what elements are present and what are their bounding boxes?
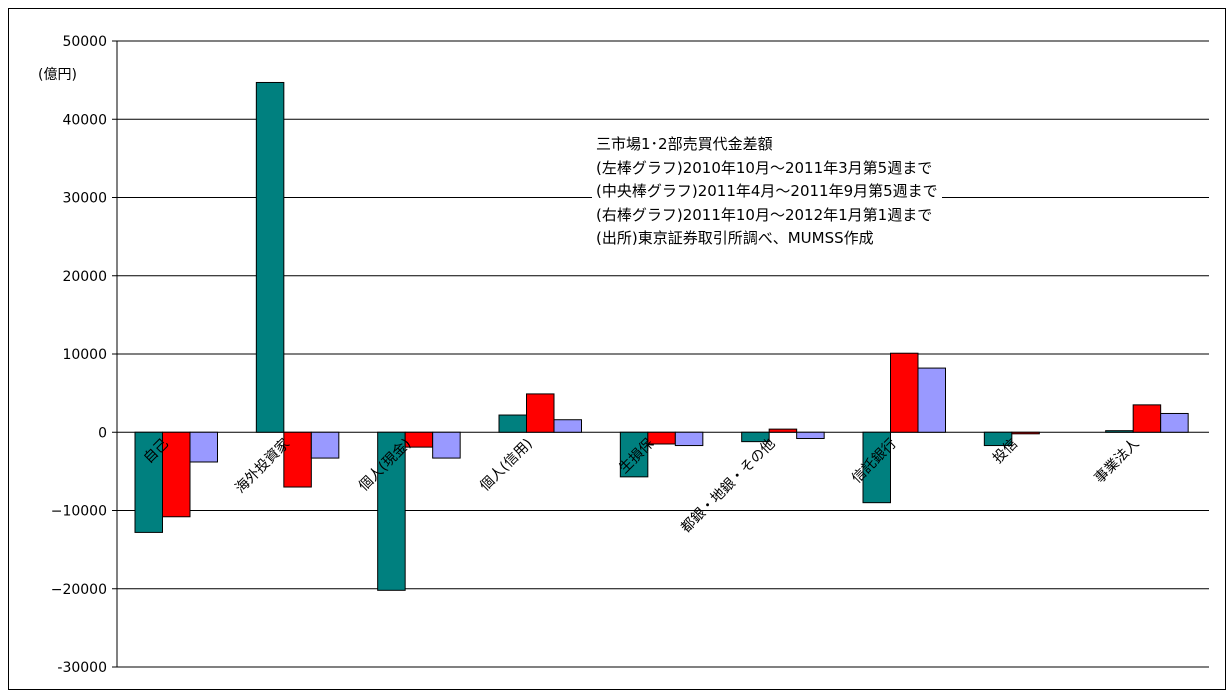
category-label: 事業法人 bbox=[1092, 436, 1143, 487]
bar bbox=[1011, 431, 1040, 435]
chart-annotation: 三市場1･2部売買代金差額 (左棒グラフ)2010年10月～2011年3月第5週… bbox=[592, 133, 942, 251]
y-tick-label: 30000 bbox=[62, 191, 107, 207]
annotation-line: (右棒グラフ)2011年10月～2012年1月第1週まで bbox=[596, 205, 933, 224]
bar bbox=[377, 431, 406, 591]
y-tick-label: 10000 bbox=[62, 347, 107, 363]
y-tick-label: 20000 bbox=[62, 269, 107, 285]
bar bbox=[619, 431, 649, 478]
bar bbox=[553, 419, 582, 433]
y-tick-label: -30000 bbox=[57, 660, 107, 676]
y-unit-label: (億円) bbox=[38, 67, 77, 83]
y-tick-label: 50000 bbox=[62, 34, 107, 50]
bar bbox=[310, 431, 340, 459]
annotation-line: (中央棒グラフ)2011年4月～2011年9月第5週まで bbox=[596, 182, 938, 200]
bar bbox=[189, 431, 218, 463]
category-label: 個人(信用) bbox=[477, 436, 536, 495]
annotation-line: (出所)東京証券取引所調べ、MUMSS作成 bbox=[596, 229, 874, 247]
bar bbox=[162, 431, 191, 518]
bar bbox=[917, 367, 946, 433]
bar bbox=[796, 431, 825, 440]
bar bbox=[674, 431, 704, 447]
bar bbox=[283, 431, 312, 488]
bar bbox=[862, 431, 891, 504]
bar bbox=[432, 431, 461, 459]
bar bbox=[1132, 404, 1162, 433]
y-tick-label: −10000 bbox=[51, 504, 107, 520]
annotation-line: 三市場1･2部売買代金差額 bbox=[596, 135, 773, 153]
bars bbox=[134, 81, 1189, 591]
bar bbox=[983, 431, 1013, 447]
bar bbox=[1105, 430, 1134, 433]
bar bbox=[741, 431, 770, 443]
labels: 50000 40000 30000 20000 10000 0 −10000 −20000 -3… bbox=[51, 34, 1143, 676]
bar bbox=[255, 81, 285, 433]
bar bbox=[526, 393, 555, 433]
bar bbox=[1160, 412, 1189, 433]
chart-frame bbox=[8, 8, 1226, 690]
bar bbox=[768, 428, 798, 433]
category-label: 都銀・地銀・その他 bbox=[678, 436, 778, 536]
y-tick-label: −20000 bbox=[51, 582, 107, 598]
y-tick-label: 40000 bbox=[62, 112, 107, 128]
bar bbox=[890, 352, 919, 433]
annotation-line: (左棒グラフ)2010年10月～2011年3月第5週まで bbox=[596, 158, 933, 177]
bar bbox=[134, 431, 163, 533]
bar bbox=[498, 414, 527, 433]
axes bbox=[112, 40, 118, 668]
y-tick-label: 0 bbox=[98, 425, 107, 441]
